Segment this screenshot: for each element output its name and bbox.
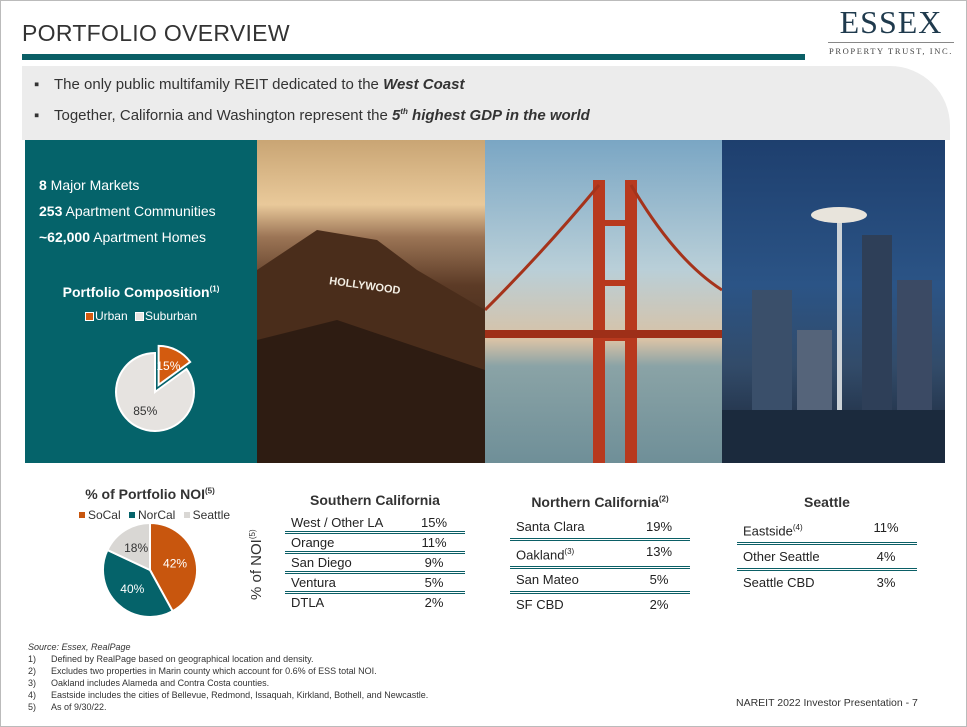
pie-slice-seattle <box>106 521 151 572</box>
stat-communities: 253 Apartment Communities <box>39 203 216 219</box>
noi-pie-chart: 42% 40% 18% <box>102 521 198 618</box>
table-row: Oakland(3) 13% <box>510 541 690 570</box>
logo-sub: PROPERTY TRUST, INC. <box>829 46 953 56</box>
footnote: 1) Defined by RealPage based on geographi… <box>28 654 314 664</box>
table-row: SF CBD 2% <box>516 597 669 613</box>
pie-label-urban: 15% <box>156 359 180 373</box>
bullet-item: ▪ Together, California and Washington rep… <box>34 107 590 124</box>
table-row: Ventura 5% <box>285 574 465 594</box>
footnote: 4) Eastside includes the cities of Bellev… <box>28 690 429 700</box>
pie-slice-suburban <box>115 351 195 432</box>
page-title: PORTFOLIO OVERVIEW <box>22 20 290 46</box>
bullet-item: ▪ The only public multifamily REIT dedica… <box>34 76 465 93</box>
composition-pie-chart: 15% 85% <box>115 344 195 432</box>
pie-label-norcal: 40% <box>120 582 144 596</box>
title-underline <box>22 54 805 60</box>
golden-gate-bridge-photo <box>485 140 722 463</box>
table-row: Santa Clara 19% <box>510 516 690 541</box>
table-title: Northern California(2) <box>531 494 669 510</box>
pie-label-seattle: 18% <box>124 541 148 555</box>
seattle-space-needle-photo <box>722 140 945 463</box>
stats-panel: 8 Major Markets 253 Apartment Communitie… <box>25 140 257 463</box>
page-footer: NAREIT 2022 Investor Presentation - 7 <box>736 697 918 709</box>
logo-divider <box>828 42 954 43</box>
pie-slice-socal <box>149 521 198 613</box>
stat-homes: ~62,000 Apartment Homes <box>39 229 206 245</box>
table-seattle: Seattle Eastside(4) 11% Other Seattle 4% S… <box>737 494 917 594</box>
logo-main: ESSEX <box>839 4 943 40</box>
table-row: Seattle CBD 3% <box>743 575 896 591</box>
stat-markets: 8 Major Markets <box>39 177 140 193</box>
pie-slice-norcal <box>102 548 175 618</box>
composition-title: Portfolio Composition(1) <box>62 284 220 300</box>
composition-legend: Urban Suburban <box>25 309 257 323</box>
table-row: San Mateo 5% <box>510 569 690 595</box>
pie-label-socal: 42% <box>163 557 187 571</box>
footnote: 5) As of 9/30/22. <box>28 702 107 712</box>
table-row: West / Other LA 15% <box>285 514 465 534</box>
noi-axis-label: % of NOI(5) <box>248 529 265 600</box>
hollywood-photo: HOLLYWOOD <box>257 140 485 463</box>
table-row: Orange 11% <box>285 534 465 554</box>
table-row: Eastside(4) 11% <box>737 516 917 546</box>
pie-slice-urban <box>157 344 192 387</box>
table-southern-california: Southern California West / Other LA 15% O… <box>285 492 465 611</box>
table-northern-california: Northern California(2) Santa Clara 19% Oa… <box>510 494 690 616</box>
pie-label-suburban: 85% <box>133 404 157 418</box>
table-title: Seattle <box>804 494 850 510</box>
footnote: 2) Excludes two properties in Marin count… <box>28 666 377 676</box>
noi-title: % of Portfolio NOI(5) <box>85 486 215 502</box>
footnote: 3) Oakland includes Alameda and Contra Co… <box>28 678 270 688</box>
essex-logo: ESSEX PROPERTY TRUST, INC. <box>822 4 960 56</box>
table-row: San Diego 9% <box>285 554 465 574</box>
table-row: DTLA 2% <box>291 595 444 610</box>
bullet-box: ▪ The only public multifamily REIT dedica… <box>22 66 950 140</box>
noi-legend: SoCal NorCal Seattle <box>62 508 242 522</box>
table-row: Other Seattle 4% <box>737 545 917 572</box>
footnotes: Source: Essex, RealPage 1) Defined by Rea… <box>28 642 429 712</box>
table-title: Southern California <box>310 492 440 508</box>
